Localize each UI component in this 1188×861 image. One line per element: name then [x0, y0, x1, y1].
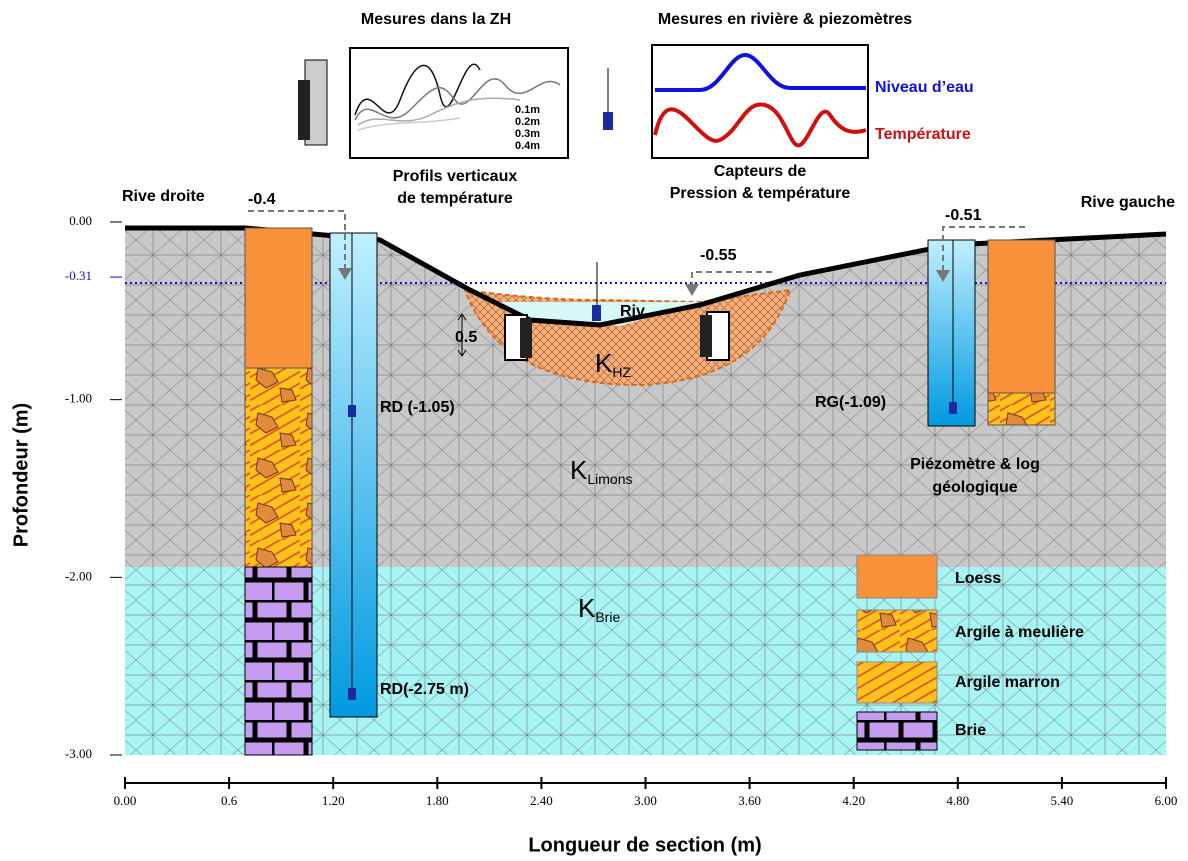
loess — [245, 228, 312, 368]
legend-loess — [857, 555, 937, 598]
sensor — [592, 305, 601, 321]
x-tick-label: 4.20 — [842, 793, 865, 808]
y-tick-label: -2.00 — [65, 568, 92, 583]
y-tick-label: -1.00 — [65, 391, 92, 406]
body: Mesures dans la ZH Mesures en rivière & … — [0, 0, 1188, 861]
sensor-label: RD(-2.75 m) — [380, 681, 469, 698]
bank-label: Rive gauche — [1081, 194, 1175, 211]
legend-marron — [857, 662, 937, 703]
series-label: Niveau d’eau — [875, 79, 974, 96]
loess — [988, 240, 1055, 393]
zone-symbol: K — [578, 593, 596, 623]
diagram: Mesures dans la ZH Mesures en rivière & … — [0, 0, 1188, 861]
caption: Pression & température — [670, 185, 851, 202]
brie-log — [245, 567, 312, 755]
x-tick-label: 5.40 — [1051, 793, 1074, 808]
zone-sub: Brie — [595, 609, 620, 625]
sensor-label: RD (-1.05) — [380, 399, 455, 416]
caption: de température — [397, 190, 513, 207]
zone-sub: Limons — [587, 471, 632, 487]
pressure-sensor — [603, 112, 613, 130]
sensor — [348, 405, 356, 417]
x-tick-label: 3.00 — [634, 793, 657, 808]
x-tick-label: 1.80 — [426, 793, 449, 808]
argile-meuliere — [245, 368, 312, 567]
legend-label: Argile marron — [955, 674, 1060, 691]
zh-sensors — [520, 318, 532, 358]
sensor-label: RG(-1.09) — [815, 394, 886, 411]
river-label: Riv — [620, 303, 645, 320]
level: -0.51 — [945, 207, 982, 224]
y-tick-label: 0.00 — [69, 213, 92, 228]
legend-label: Brie — [955, 722, 986, 739]
x-tick-label: 3.60 — [738, 793, 761, 808]
x-tick-label: 6.00 — [1155, 793, 1178, 808]
series-label: Température — [875, 126, 971, 143]
legend-label: Loess — [955, 570, 1001, 587]
sensor — [949, 402, 957, 414]
inset-legend: 0.1m 0.2m 0.3m 0.4m — [515, 104, 540, 152]
zone-symbol: K — [570, 455, 588, 485]
title: Mesures en rivière & piezomètres — [658, 11, 912, 28]
log-caption: Piézomètre & log — [910, 456, 1040, 473]
x-tick-label: 2.40 — [530, 793, 553, 808]
title: Mesures dans la ZH — [361, 11, 511, 28]
level: -0.4 — [248, 191, 276, 208]
zh-sensors — [700, 315, 712, 357]
legend-entry: 0.1m — [515, 104, 540, 116]
x-tick-label: 1.20 — [322, 793, 345, 808]
zone-symbol: K — [595, 348, 613, 378]
y-tick-label: -3.00 — [65, 746, 92, 761]
page: {"header": {"left_title": "Mesures dans … — [0, 0, 1188, 861]
zone-sub: HZ — [612, 364, 631, 380]
legend-brie — [857, 712, 937, 750]
caption: Profils verticaux — [393, 168, 518, 185]
zh-icon-sensors — [298, 80, 310, 140]
x-tick-label: 0.6 — [221, 793, 238, 808]
hz-thickness: 0.5 — [455, 329, 477, 346]
level: -0.55 — [700, 247, 737, 264]
sensor — [348, 688, 356, 700]
legend-entry: 0.2m — [515, 116, 540, 128]
legend-entry: 0.4m — [515, 140, 540, 152]
legend-meuliere — [857, 610, 937, 652]
x-axis-title: Longueur de section (m) — [528, 834, 761, 856]
y-axis-title: Profondeur (m) — [10, 403, 32, 547]
y-tick-label: -0.31 — [65, 268, 92, 283]
log-caption: géologique — [932, 479, 1017, 496]
legend-entry: 0.3m — [515, 128, 540, 140]
bank-label: Rive droite — [122, 188, 205, 205]
piezometer-rd — [330, 233, 377, 717]
legend-label: Argile à meulière — [955, 624, 1084, 641]
x-tick-label: 0.00 — [114, 793, 137, 808]
x-tick-label: 4.80 — [946, 793, 969, 808]
piezometer-rg — [928, 240, 975, 426]
argile-meuliere — [988, 393, 1055, 425]
caption: Capteurs de — [714, 163, 807, 180]
